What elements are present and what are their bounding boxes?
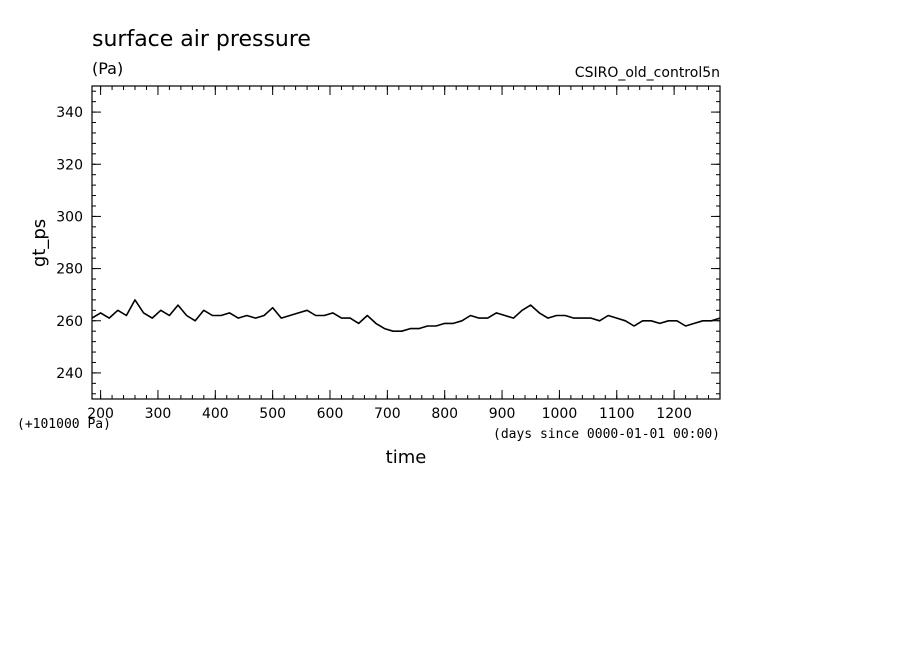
run-name: CSIRO_old_control5n bbox=[575, 65, 720, 81]
y-tick-label: 260 bbox=[56, 314, 83, 330]
y-axis-label: gt_ps bbox=[29, 219, 50, 267]
y-offset-note: (+101000 Pa) bbox=[17, 417, 111, 432]
x-tick-label: 900 bbox=[489, 406, 516, 422]
x-tick-label: 1200 bbox=[656, 406, 692, 422]
y-tick-label: 340 bbox=[56, 105, 83, 121]
x-tick-label: 200 bbox=[87, 406, 114, 422]
plot-frame bbox=[91, 85, 721, 400]
series-line-gt-ps bbox=[91, 299, 721, 332]
x-tick-label: 700 bbox=[374, 406, 401, 422]
x-units-note: (days since 0000-01-01 00:00) bbox=[493, 427, 720, 442]
x-axis-label: time bbox=[386, 447, 427, 468]
x-tick-labels: 200 300 400 500 600 700 800 900 1000 1100 1200 bbox=[87, 406, 692, 422]
x-tick-label: 400 bbox=[202, 406, 229, 422]
y-tick-label: 300 bbox=[56, 209, 83, 225]
chart-units: (Pa) bbox=[92, 59, 123, 78]
axis-ticks bbox=[92, 86, 721, 399]
x-tick-label: 600 bbox=[317, 406, 344, 422]
y-tick-label: 280 bbox=[56, 262, 83, 278]
y-tick-label: 320 bbox=[56, 157, 83, 173]
x-tick-label: 1000 bbox=[542, 406, 578, 422]
x-tick-label: 1100 bbox=[599, 406, 635, 422]
y-tick-labels: 240 260 280 300 320 340 bbox=[56, 105, 83, 382]
x-tick-label: 800 bbox=[431, 406, 458, 422]
chart-title: surface air pressure bbox=[92, 27, 311, 52]
x-tick-label: 500 bbox=[259, 406, 286, 422]
y-tick-label: 240 bbox=[56, 366, 83, 382]
x-tick-label: 300 bbox=[145, 406, 172, 422]
